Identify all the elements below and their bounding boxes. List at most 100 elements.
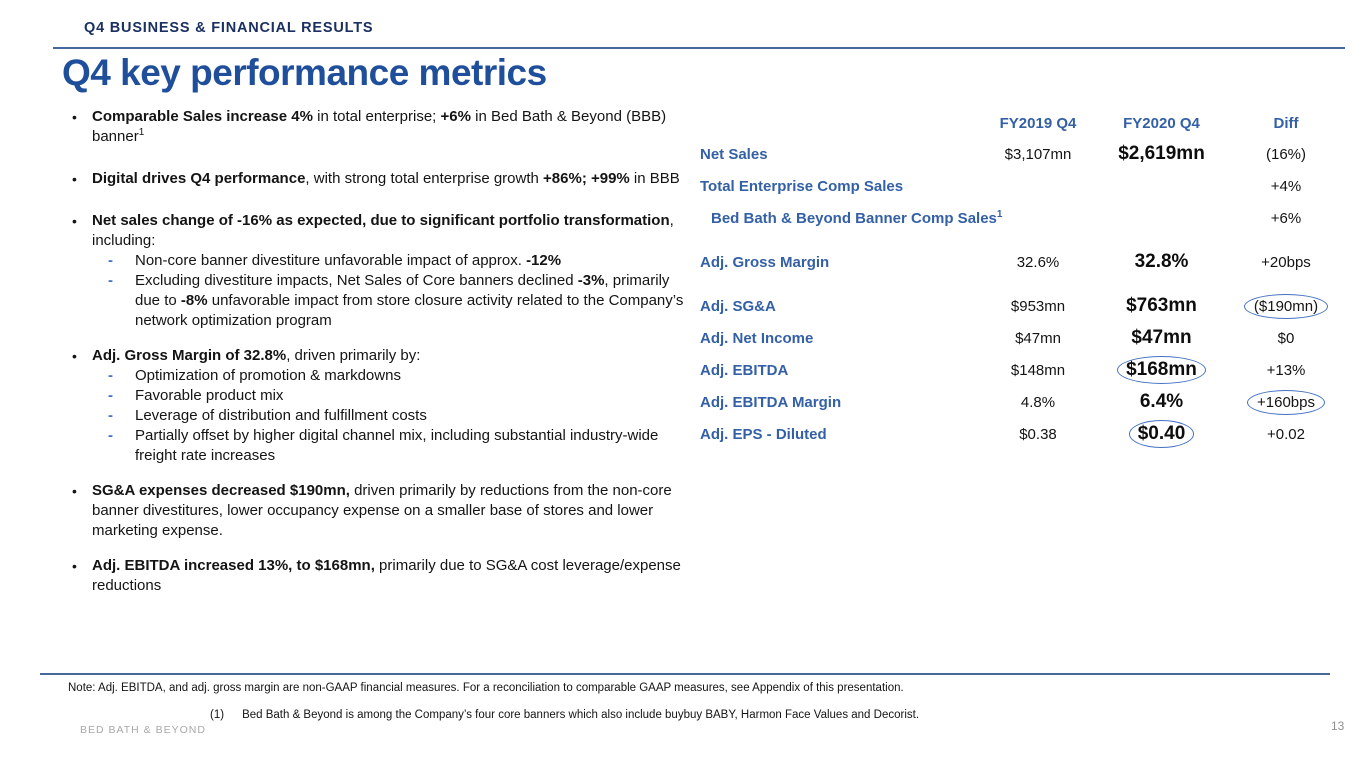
bullet-item: • Adj. EBITDA increased 13%, to $168mn, …: [72, 556, 692, 596]
sub-bullet-item: - Optimization of promotion & markdowns: [72, 366, 692, 386]
metric-value-diff: +0.02: [1267, 425, 1305, 443]
company-logo: BED BATH & BEYOND: [80, 724, 206, 736]
metric-value-fy2020: $0.40: [1093, 420, 1230, 448]
sub-bullet-marker: -: [108, 252, 113, 269]
metric-value-fy2020: $763mn: [1126, 295, 1197, 316]
bullet-text: Comparable Sales increase 4% in total en…: [92, 108, 667, 145]
table-row-adj-ebitda: Adj. EBITDA $148mn $168mn +13%: [700, 354, 1345, 386]
bullet-group: • Adj. EBITDA increased 13%, to $168mn, …: [72, 556, 692, 596]
sub-bullet-marker: -: [108, 427, 113, 444]
metric-label: Adj. SG&A: [700, 297, 776, 315]
metric-value-diff: (16%): [1265, 145, 1306, 163]
sub-bullet-text: Optimization of promotion & markdowns: [135, 367, 401, 384]
sub-bullet-marker: -: [108, 367, 113, 384]
sub-bullet-text: Leverage of distribution and fulfillment…: [135, 407, 427, 424]
page-number: 13: [1331, 719, 1345, 733]
metric-label: Adj. EBITDA Margin: [700, 393, 842, 411]
footer-note: Note: Adj. EBITDA, and adj. gross margin…: [68, 682, 904, 694]
metric-value-fy2019: $3,107mn: [1004, 145, 1072, 163]
footnote-text: Bed Bath & Beyond is among the Company’s…: [242, 709, 920, 721]
sub-bullet-text: Partially offset by higher digital chann…: [135, 427, 659, 464]
bullet-group: • Digital drives Q4 performance, with st…: [72, 169, 692, 189]
bullet-item: • Adj. Gross Margin of 32.8%, driven pri…: [72, 346, 692, 366]
sub-bullet-marker: -: [108, 272, 113, 289]
sub-bullet-item: - Partially offset by higher digital cha…: [72, 426, 692, 466]
table-row-adj-gross-margin: Adj. Gross Margin 32.6% 32.8% +20bps: [700, 246, 1345, 278]
table-header-diff: Diff: [1273, 114, 1299, 132]
header-divider: [53, 47, 1345, 49]
bullet-marker: •: [72, 109, 77, 125]
page-title: Q4 key performance metrics: [62, 52, 547, 93]
bullet-group: • SG&A expenses decreased $190mn, driven…: [72, 481, 692, 541]
table-row-adj-sga: Adj. SG&A $953mn $763mn ($190mn): [700, 290, 1345, 322]
metrics-table: FY2019 Q4 FY2020 Q4 Diff Net Sales $3,10…: [700, 108, 1345, 450]
metric-value-diff: $0: [1277, 329, 1295, 347]
metric-label: Adj. Gross Margin: [700, 253, 830, 271]
metric-label: Adj. EBITDA: [700, 361, 789, 379]
bullet-text: Adj. EBITDA increased 13%, to $168mn, pr…: [92, 557, 681, 594]
sub-bullet-marker: -: [108, 407, 113, 424]
footnote: (1) Bed Bath & Beyond is among the Compan…: [210, 709, 919, 721]
bullet-item: • Digital drives Q4 performance, with st…: [72, 169, 692, 189]
metric-value-diff: ($190mn): [1230, 293, 1342, 319]
sub-bullet-text: Non-core banner divestiture unfavorable …: [135, 252, 562, 269]
table-row-adj-net-income: Adj. Net Income $47mn $47mn $0: [700, 322, 1345, 354]
bullet-marker: •: [72, 213, 77, 229]
bullet-text: Net sales change of -16% as expected, du…: [92, 212, 674, 249]
sub-bullet-item: - Favorable product mix: [72, 386, 692, 406]
bullet-text: Digital drives Q4 performance, with stro…: [92, 170, 680, 187]
bullet-marker: •: [72, 348, 77, 364]
table-row-adj-ebitda-margin: Adj. EBITDA Margin 4.8% 6.4% +160bps: [700, 386, 1345, 418]
metric-value-diff: +20bps: [1261, 253, 1311, 271]
bullet-group: • Net sales change of -16% as expected, …: [72, 211, 692, 331]
metric-value-diff: +6%: [1270, 209, 1302, 227]
sub-bullet-item: - Excluding divestiture impacts, Net Sal…: [72, 271, 692, 331]
table-row-adj-eps-diluted: Adj. EPS - Diluted $0.38 $0.40 +0.02: [700, 418, 1345, 450]
sub-bullet-text: Excluding divestiture impacts, Net Sales…: [135, 272, 684, 329]
metric-label: Net Sales: [700, 145, 768, 163]
bullet-item: • Net sales change of -16% as expected, …: [72, 211, 692, 251]
metric-value-diff: +13%: [1266, 361, 1306, 379]
metric-label: Total Enterprise Comp Sales: [700, 177, 904, 195]
bullet-group: • Comparable Sales increase 4% in total …: [72, 107, 692, 147]
table-row-bbb-banner-comp-sales: Bed Bath & Beyond Banner Comp Sales1 +6%: [700, 202, 1345, 234]
sub-bullet-marker: -: [108, 387, 113, 404]
metric-value-fy2019: 4.8%: [1020, 393, 1056, 411]
sub-bullet-text: Favorable product mix: [135, 387, 284, 404]
table-row-total-enterprise-comp-sales: Total Enterprise Comp Sales +4%: [700, 170, 1345, 202]
metric-value-fy2019: $953mn: [1010, 297, 1066, 315]
metric-value-fy2020: 32.8%: [1134, 251, 1189, 272]
table-header-fy2019: FY2019 Q4: [999, 114, 1077, 132]
metric-label: Adj. EPS - Diluted: [700, 425, 827, 443]
footnote-number: (1): [210, 709, 225, 721]
table-header-fy2020: FY2020 Q4: [1123, 114, 1200, 132]
slide-eyebrow: Q4 BUSINESS & FINANCIAL RESULTS: [84, 20, 374, 36]
table-row-net-sales: Net Sales $3,107mn $2,619mn (16%): [700, 138, 1345, 170]
metric-label: Bed Bath & Beyond Banner Comp Sales1: [711, 208, 1003, 227]
metric-value-fy2020: $168mn: [1093, 356, 1230, 384]
bullet-item: • SG&A expenses decreased $190mn, driven…: [72, 481, 692, 541]
bullet-group: • Adj. Gross Margin of 32.8%, driven pri…: [72, 346, 692, 466]
bullet-text: SG&A expenses decreased $190mn, driven p…: [92, 482, 672, 539]
footer-divider: [40, 673, 1330, 675]
bullet-item: • Comparable Sales increase 4% in total …: [72, 107, 692, 147]
bullet-list: • Comparable Sales increase 4% in total …: [72, 107, 692, 611]
bullet-marker: •: [72, 483, 77, 499]
metric-label: Adj. Net Income: [700, 329, 814, 347]
bullet-marker: •: [72, 171, 77, 187]
sub-bullet-item: - Leverage of distribution and fulfillme…: [72, 406, 692, 426]
metric-value-diff: +160bps: [1230, 389, 1342, 415]
metric-value-fy2019: $47mn: [1015, 329, 1061, 347]
metric-value-fy2020: $2,619mn: [1118, 143, 1205, 164]
metric-value-diff: +4%: [1270, 177, 1302, 195]
metric-value-fy2020: 6.4%: [1139, 391, 1184, 412]
metric-value-fy2019: $0.38: [1019, 425, 1057, 443]
metric-value-fy2019: 32.6%: [1016, 253, 1060, 271]
metric-value-fy2020: $47mn: [1131, 327, 1192, 348]
bullet-marker: •: [72, 558, 77, 574]
bullet-text: Adj. Gross Margin of 32.8%, driven prima…: [92, 347, 421, 364]
sub-bullet-item: - Non-core banner divestiture unfavorabl…: [72, 251, 692, 271]
metric-value-fy2019: $148mn: [1010, 361, 1066, 379]
table-header-row: FY2019 Q4 FY2020 Q4 Diff: [700, 108, 1345, 138]
